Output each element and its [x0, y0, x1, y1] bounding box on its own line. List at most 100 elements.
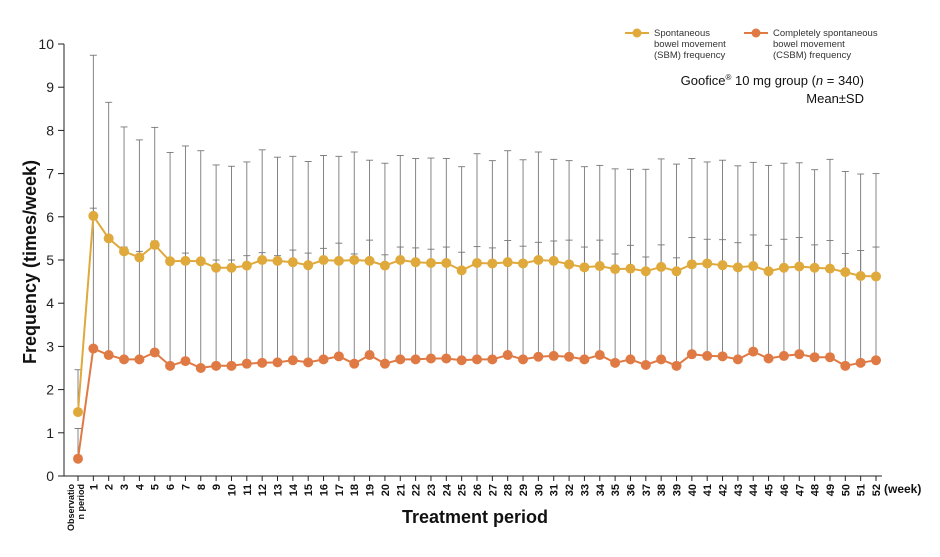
- x-tick-label: 40: [687, 484, 699, 496]
- sbm-data-point: [579, 262, 590, 273]
- y-tick-label: 4: [46, 295, 54, 311]
- sbm-data-point: [395, 255, 406, 265]
- x-tick-label: 50: [840, 484, 852, 496]
- csbm-data-point: [656, 354, 667, 365]
- x-tick-label: 26: [472, 484, 484, 496]
- csbm-data-point: [395, 354, 406, 365]
- y-tick-label: 3: [46, 338, 54, 354]
- sbm-data-point: [610, 264, 621, 275]
- sbm-data-point: [487, 258, 498, 269]
- csbm-data-point: [211, 360, 222, 371]
- x-tick-label: 14: [288, 483, 300, 496]
- y-tick-label: 5: [46, 252, 54, 268]
- sbm-data-point: [763, 266, 774, 277]
- csbm-data-point: [73, 453, 83, 464]
- x-tick-label: 38: [656, 484, 668, 496]
- csbm-data-point: [333, 351, 344, 362]
- csbm-data-point: [763, 353, 774, 364]
- x-tick-label: 33: [579, 484, 591, 496]
- x-axis-title: Treatment period: [402, 507, 548, 527]
- x-tick-label: 19: [365, 484, 377, 496]
- sbm-data-point: [732, 262, 743, 273]
- legend-sbm-label-line1: Spontaneous: [654, 28, 710, 39]
- sbm-data-point: [180, 255, 191, 266]
- csbm-data-point: [180, 356, 191, 367]
- x-tick-label: 39: [672, 484, 684, 496]
- x-axis-unit-label: (week): [884, 482, 921, 496]
- annotation-dose: 10 mg group (: [731, 73, 816, 88]
- csbm-data-point: [855, 357, 866, 368]
- csbm-data-point: [594, 350, 605, 361]
- x-tick-label: 37: [641, 484, 653, 496]
- y-tick-label: 8: [46, 122, 54, 138]
- y-tick-label: 9: [46, 79, 54, 95]
- csbm-data-point: [610, 357, 621, 368]
- sbm-data-point: [748, 261, 759, 272]
- x-tick-label: 34: [595, 483, 607, 496]
- x-tick-label: 22: [411, 484, 423, 496]
- csbm-data-point: [456, 355, 467, 366]
- x-tick-label: 20: [380, 484, 392, 496]
- mean-sd-annotation: Mean±SD: [806, 91, 864, 106]
- csbm-data-point: [487, 354, 498, 365]
- sbm-data-point: [564, 259, 575, 270]
- sbm-data-point: [333, 255, 344, 266]
- sbm-data-point: [548, 255, 559, 266]
- csbm-data-point: [165, 360, 176, 371]
- x-tick-label: 24: [441, 483, 453, 496]
- y-tick-label: 2: [46, 382, 54, 398]
- sbm-data-point: [502, 257, 513, 268]
- x-tick-label: 12: [257, 484, 269, 496]
- sbm-data-point: [533, 255, 544, 265]
- csbm-data-point: [564, 351, 575, 362]
- csbm-data-point: [748, 346, 759, 357]
- x-tick-label: 2: [104, 484, 116, 490]
- x-tick-label: 46: [779, 484, 791, 496]
- csbm-data-point: [778, 350, 789, 361]
- legend: Spontaneous bowel movement (SBM) frequen…: [625, 28, 878, 61]
- csbm-data-point: [502, 350, 513, 361]
- csbm-data-point: [349, 358, 360, 369]
- csbm-data-point: [379, 358, 390, 369]
- x-tick-label: 49: [825, 484, 837, 496]
- sbm-data-point: [656, 261, 667, 272]
- sbm-data-point: [441, 258, 452, 269]
- sbm-data-point: [410, 257, 421, 268]
- csbm-data-point: [717, 351, 728, 362]
- x-tick-label: 47: [794, 484, 806, 496]
- x-tick-label: 17: [334, 484, 346, 496]
- sbm-data-point: [594, 261, 605, 272]
- x-tick-label: 25: [457, 484, 469, 496]
- legend-sbm-marker: [632, 28, 642, 38]
- x-tick-label: 9: [211, 484, 223, 490]
- sbm-data-point: [303, 260, 314, 271]
- sbm-data-point: [855, 270, 866, 281]
- sbm-data-point: [119, 246, 130, 257]
- csbm-data-point: [640, 359, 651, 370]
- x-tick-label: 29: [518, 484, 530, 496]
- sbm-data-point: [671, 266, 682, 277]
- csbm-data-point: [410, 354, 421, 365]
- x-tick-label: 48: [810, 484, 822, 496]
- csbm-data-point: [303, 357, 314, 368]
- x-tick-label: 13: [273, 484, 285, 496]
- sbm-data-point: [840, 267, 851, 278]
- group-annotation: Goofice® 10 mg group (n = 340): [681, 73, 864, 88]
- x-tick-label: 31: [549, 484, 561, 496]
- legend-csbm-label-line2: bowel movement: [773, 39, 845, 50]
- sbm-data-point: [702, 258, 713, 269]
- sbm-data-point: [103, 233, 114, 244]
- sbm-data-point: [794, 261, 805, 272]
- csbm-data-point: [441, 353, 452, 364]
- sbm-data-point: [195, 256, 206, 267]
- csbm-data-point: [472, 354, 482, 365]
- x-tick-label: 43: [733, 484, 745, 496]
- x-tick-label: 45: [764, 484, 776, 496]
- sbm-data-point: [824, 263, 835, 274]
- x-tick-label: 18: [349, 484, 361, 496]
- legend-csbm-label-line1: Completely spontaneous: [773, 28, 878, 39]
- csbm-data-point: [732, 354, 743, 365]
- y-tick-label: 0: [46, 468, 54, 484]
